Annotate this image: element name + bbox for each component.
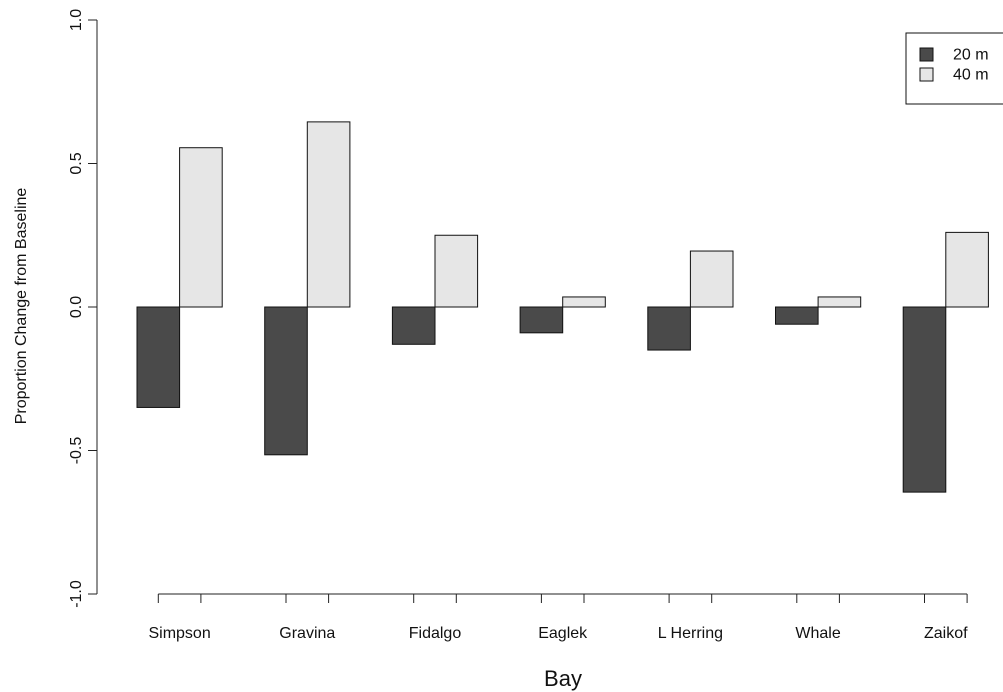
bar-series2-gravina [306, 121, 351, 308]
x-tick-label: Simpson [148, 625, 210, 642]
legend: 20 m 40 m [905, 32, 1003, 105]
y-tick-label: 0.5 [68, 152, 85, 174]
legend-label: 40 m [953, 67, 989, 84]
y-tick-label: -1.0 [68, 580, 85, 608]
y-tick-label: -0.5 [68, 437, 85, 465]
bar-series1-whale [775, 306, 819, 325]
bar-series2-whale [817, 296, 862, 308]
x-tick-label: Eaglek [538, 625, 588, 642]
x-tick-label: Fidalgo [409, 625, 462, 642]
x-tick-label: Gravina [279, 625, 335, 642]
x-tick-label: L Herring [658, 625, 723, 642]
bar-series2-zaikof [945, 231, 989, 308]
y-axis-title: Proportion Change from Baseline [13, 188, 30, 425]
legend-swatch [919, 67, 934, 82]
x-axis-title: Bay [544, 666, 582, 691]
bar-series1-fidalgo [391, 306, 436, 345]
bar-series1-l-herring [647, 306, 691, 351]
legend-label: 20 m [953, 47, 989, 64]
y-tick-label: 1.0 [68, 9, 85, 31]
bar-series1-zaikof [902, 306, 947, 493]
bar-series1-simpson [136, 306, 181, 408]
bars [136, 121, 989, 493]
y-tick-label: 0.0 [68, 296, 85, 318]
bar-series2-fidalgo [434, 234, 479, 308]
x-axis: Simpson Gravina Fidalgo Eaglek L Herring Whal… [148, 593, 968, 642]
bar-series2-l-herring [689, 250, 734, 308]
x-tick-label: Zaikof [924, 625, 968, 642]
bar-series1-eaglek [519, 306, 564, 334]
bar-series1-gravina [264, 306, 308, 456]
bar-series2-eaglek [562, 296, 606, 308]
legend-swatch [919, 47, 934, 62]
bar-series2-simpson [179, 147, 223, 308]
y-axis: -1.0 -0.5 0.0 0.5 1.0 [68, 9, 98, 608]
x-tick-label: Whale [795, 625, 840, 642]
